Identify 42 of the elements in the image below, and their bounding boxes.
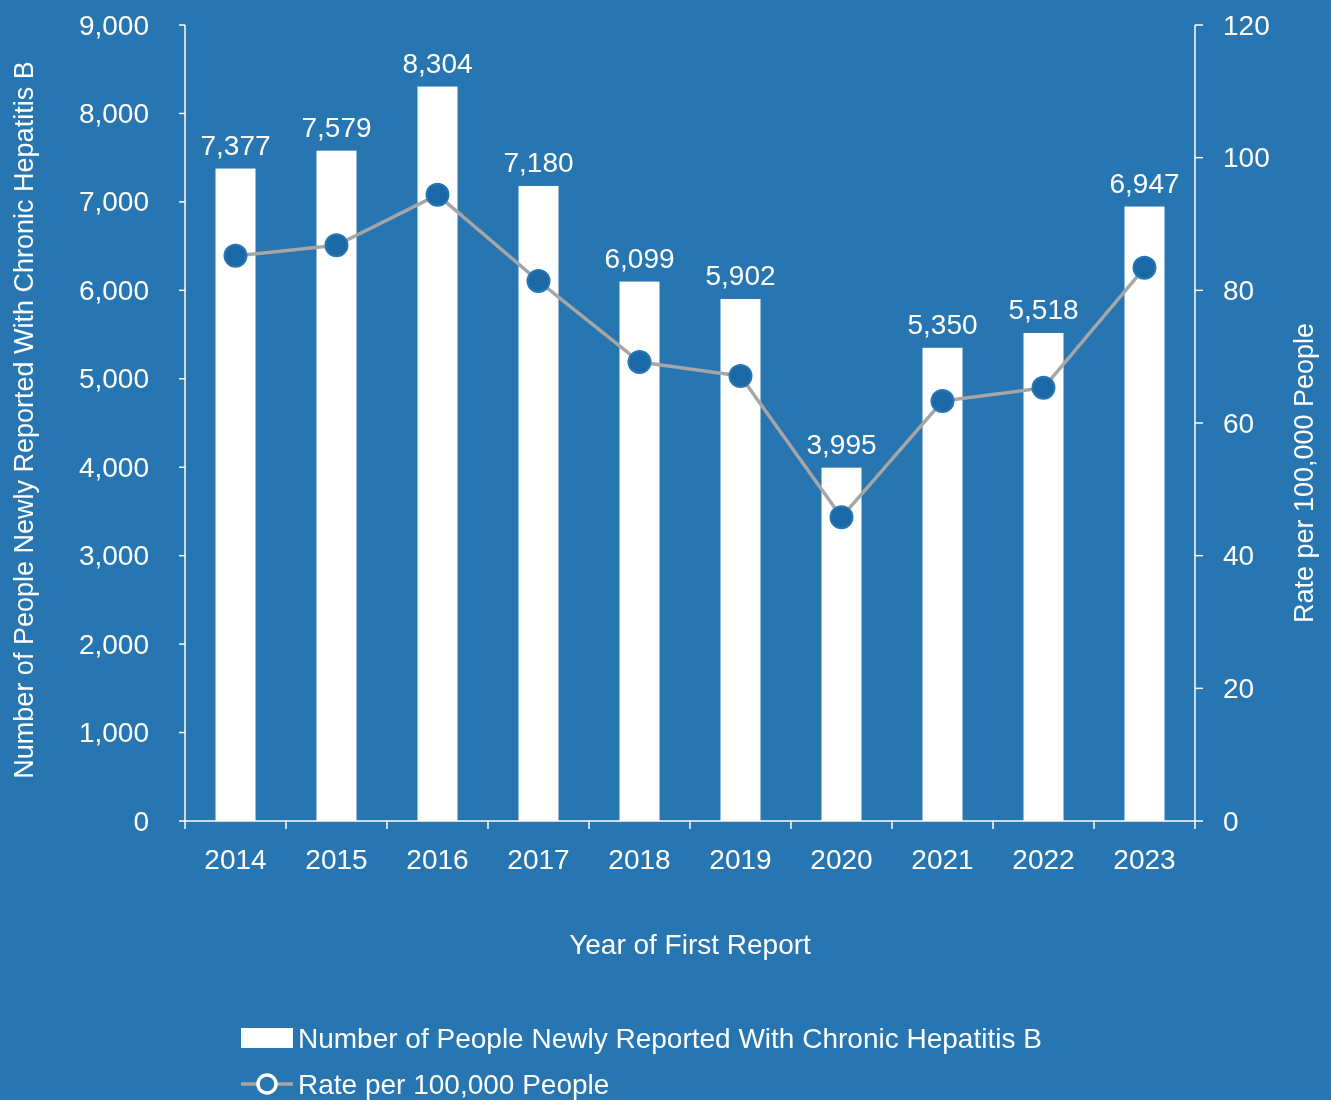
y-tick-label: 3,000 (78, 540, 149, 572)
data-label: 8,304 (402, 47, 473, 79)
y-tick-label: 4,000 (78, 451, 149, 483)
y2-tick-label: 20 (1223, 672, 1255, 704)
x-tick-label: 2019 (709, 844, 772, 875)
y2-tick-label: 40 (1223, 540, 1255, 572)
data-label: 6,099 (604, 242, 675, 274)
y2-tick-label: 80 (1223, 274, 1255, 306)
data-label: 7,579 (301, 111, 372, 143)
data-label: 3,995 (806, 428, 877, 460)
data-label: 6,947 (1109, 167, 1180, 199)
data-label: 5,902 (705, 260, 776, 291)
legend-label: Rate per 100,000 People (298, 1069, 610, 1100)
x-tick-label: 2020 (810, 844, 873, 875)
data-label: 7,377 (200, 129, 271, 161)
x-tick-label: 2015 (305, 844, 368, 875)
y-tick-label: 2,000 (78, 628, 149, 660)
y-axis-title: Number of People Newly Reported With Chronic Hepatitis B (9, 61, 39, 779)
y-tick-label: 6,000 (78, 274, 149, 306)
x-tick-label: 2021 (911, 844, 974, 875)
legend-label: Number of People Newly Reported With Chronic Hepatitis B (298, 1023, 1042, 1054)
x-axis-title: Year of First Report (569, 929, 812, 960)
y2-axis-title: Rate per 100,000 People (1289, 322, 1319, 624)
y2-tick-label: 120 (1223, 9, 1270, 41)
y-tick-label: 7,000 (78, 186, 149, 218)
y-tick-label: 1,000 (78, 717, 149, 749)
y-tick-label: 9,000 (78, 9, 149, 41)
y-tick-label: 0 (133, 805, 149, 837)
x-tick-label: 2017 (507, 844, 570, 875)
x-tick-label: 2014 (204, 844, 267, 875)
y2-tick-label: 100 (1223, 142, 1270, 174)
data-label: 7,180 (503, 146, 574, 178)
data-label: 5,518 (1008, 293, 1079, 325)
data-label: 5,350 (907, 308, 978, 340)
y-tick-label: 5,000 (78, 363, 149, 395)
x-tick-label: 2022 (1012, 844, 1075, 875)
y2-tick-label: 0 (1223, 805, 1239, 837)
y2-tick-label: 60 (1223, 407, 1255, 439)
y-tick-label: 8,000 (78, 97, 149, 129)
x-tick-label: 2023 (1113, 844, 1176, 875)
x-tick-label: 2016 (406, 844, 469, 875)
x-tick-label: 2018 (608, 844, 671, 875)
